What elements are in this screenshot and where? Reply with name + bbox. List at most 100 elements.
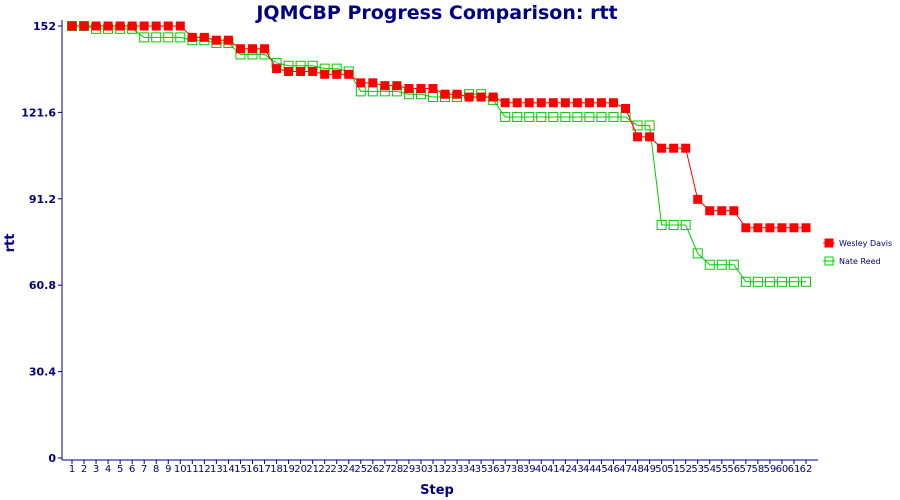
data-point bbox=[572, 98, 582, 108]
data-point bbox=[584, 111, 595, 122]
data-point bbox=[729, 206, 739, 216]
data-point bbox=[488, 92, 498, 102]
x-tick-label: 39 bbox=[523, 464, 536, 475]
data-point bbox=[777, 223, 787, 233]
data-point bbox=[596, 98, 606, 108]
x-tick-label: 53 bbox=[691, 464, 704, 475]
x-tick-label: 37 bbox=[499, 464, 512, 475]
data-point bbox=[151, 32, 162, 43]
x-tick-label: 59 bbox=[764, 464, 777, 475]
x-tick-label: 3 bbox=[93, 464, 99, 475]
data-point bbox=[380, 81, 390, 91]
data-point bbox=[753, 223, 763, 233]
data-point bbox=[680, 219, 691, 230]
series-layer bbox=[67, 21, 811, 287]
data-point bbox=[801, 276, 811, 287]
data-point bbox=[560, 111, 571, 122]
x-tick-label: 14 bbox=[222, 464, 235, 475]
data-point bbox=[139, 21, 149, 31]
data-point bbox=[199, 32, 209, 42]
x-tick-label: 62 bbox=[800, 464, 813, 475]
data-point bbox=[344, 69, 354, 79]
data-point bbox=[500, 111, 511, 122]
x-tick-label: 4 bbox=[105, 464, 111, 475]
data-point bbox=[728, 259, 739, 270]
data-point bbox=[67, 21, 77, 31]
x-axis-label: Step bbox=[420, 483, 454, 498]
data-point bbox=[560, 98, 570, 108]
x-tick-label: 20 bbox=[294, 464, 307, 475]
x-tick-label: 15 bbox=[234, 464, 247, 475]
legend-marker bbox=[824, 238, 834, 248]
x-tick-label: 6 bbox=[129, 464, 135, 475]
data-point bbox=[247, 44, 257, 54]
data-point bbox=[320, 69, 330, 79]
data-point bbox=[512, 111, 523, 122]
x-tick-label: 1 bbox=[69, 464, 75, 475]
data-point bbox=[789, 223, 799, 233]
data-point bbox=[716, 259, 727, 270]
data-point bbox=[260, 44, 270, 54]
data-point bbox=[681, 143, 691, 153]
x-tick-label: 24 bbox=[342, 464, 355, 475]
data-point bbox=[657, 143, 667, 153]
x-tick-label: 2 bbox=[81, 464, 87, 475]
x-tick-label: 23 bbox=[330, 464, 343, 475]
data-point bbox=[163, 32, 174, 43]
x-tick-label: 19 bbox=[282, 464, 295, 475]
x-tick-label: 29 bbox=[403, 464, 416, 475]
data-point bbox=[764, 276, 775, 287]
x-tick-label: 61 bbox=[788, 464, 801, 475]
x-tick-label: 47 bbox=[619, 464, 632, 475]
x-tick-label: 35 bbox=[475, 464, 488, 475]
x-tick-label: 45 bbox=[595, 464, 608, 475]
data-point bbox=[741, 223, 751, 233]
data-point bbox=[717, 206, 727, 216]
data-point bbox=[524, 111, 535, 122]
x-tick-label: 25 bbox=[354, 464, 367, 475]
series-wesley-davis bbox=[67, 21, 811, 233]
series-nate-reed bbox=[67, 21, 811, 287]
data-point bbox=[103, 21, 113, 31]
legend: Wesley Davis Nate Reed bbox=[823, 238, 892, 266]
x-tick-label: 49 bbox=[643, 464, 656, 475]
data-point bbox=[151, 21, 161, 31]
data-point bbox=[788, 276, 799, 287]
data-point bbox=[656, 219, 667, 230]
data-point bbox=[440, 89, 450, 99]
data-point bbox=[332, 69, 342, 79]
data-point bbox=[633, 132, 643, 142]
y-tick-label: 0 bbox=[48, 452, 56, 465]
x-tick-label: 32 bbox=[439, 464, 452, 475]
x-tick-label: 8 bbox=[153, 464, 159, 475]
x-tick-label: 12 bbox=[198, 464, 211, 475]
data-point bbox=[115, 21, 125, 31]
data-point bbox=[175, 21, 185, 31]
x-tick-label: 54 bbox=[703, 464, 716, 475]
data-point bbox=[500, 98, 510, 108]
data-point bbox=[548, 111, 559, 122]
x-tick-label: 57 bbox=[739, 464, 752, 475]
y-tick-label: 152 bbox=[33, 20, 56, 33]
data-point bbox=[308, 66, 318, 76]
y-tick-label: 60.8 bbox=[29, 279, 56, 292]
x-tick-label: 9 bbox=[165, 464, 171, 475]
x-tick-label: 11 bbox=[186, 464, 199, 475]
x-tick-label: 26 bbox=[366, 464, 379, 475]
data-point bbox=[704, 259, 715, 270]
data-point bbox=[79, 21, 89, 31]
y-axis-label: rtt bbox=[3, 234, 18, 253]
x-tick-label: 50 bbox=[655, 464, 668, 475]
data-point bbox=[645, 132, 655, 142]
data-point bbox=[621, 103, 631, 113]
data-point bbox=[416, 84, 426, 94]
x-tick-label: 38 bbox=[511, 464, 524, 475]
x-tick-label: 16 bbox=[246, 464, 259, 475]
data-point bbox=[476, 92, 486, 102]
x-tick-label: 7 bbox=[141, 464, 147, 475]
data-point bbox=[524, 98, 534, 108]
data-point bbox=[187, 32, 197, 42]
x-tick-label: 10 bbox=[174, 464, 187, 475]
x-tick-label: 44 bbox=[583, 464, 596, 475]
